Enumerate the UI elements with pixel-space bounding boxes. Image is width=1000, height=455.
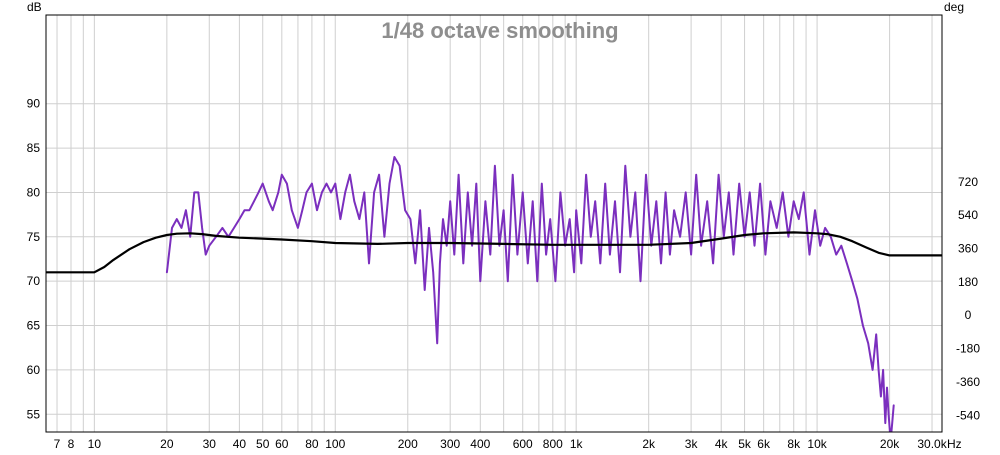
y-right-tick-label: -540	[956, 408, 980, 422]
x-axis-ticks: 7 8 10 20 30 40 50 60 80 100 200 300 400 600 800 1k 2k 3k…	[54, 437, 948, 451]
x-tick-label: 60	[275, 437, 289, 451]
y-left-tick-label: 70	[27, 274, 41, 288]
y-right-tick-label: 540	[958, 208, 978, 222]
x-tick-label: 4k	[715, 437, 729, 451]
y-right-tick-label: 360	[958, 242, 978, 256]
x-tick-label: 30.0k	[917, 437, 947, 451]
y-left-tick-label: 75	[27, 230, 41, 244]
y-left-tick-label: 60	[27, 363, 41, 377]
plot-frame	[45, 14, 943, 433]
y-axis-left-ticks: 55 60 65 70 75 80 85 90	[27, 97, 41, 422]
x-tick-label: 800	[543, 437, 563, 451]
major-grid	[46, 103, 942, 415]
x-tick-label: 600	[513, 437, 533, 451]
x-tick-label: 20	[160, 437, 174, 451]
x-tick-label: 7	[54, 437, 61, 451]
y-axis-left-label: dB	[27, 0, 42, 14]
x-tick-label: 10	[88, 437, 102, 451]
y-right-tick-label: 0	[965, 308, 972, 322]
x-tick-label: 300	[440, 437, 460, 451]
x-tick-label: 100	[325, 437, 345, 451]
x-tick-label: 50	[256, 437, 270, 451]
y-axis-right-ticks: -540 -360 -180 0 180 360 540 720	[956, 175, 980, 423]
x-tick-label: 40	[233, 437, 247, 451]
series-line-black	[46, 231, 942, 274]
x-tick-label: 10k	[807, 437, 827, 451]
x-tick-label: 3k	[685, 437, 699, 451]
chart-title: 1/48 octave smoothing	[381, 18, 618, 43]
y-left-tick-label: 55	[27, 407, 41, 421]
y-axis-right-label: deg	[944, 0, 964, 14]
series-line-purple	[165, 156, 895, 432]
x-tick-label: 200	[398, 437, 418, 451]
x-tick-label: 80	[305, 437, 319, 451]
x-axis-unit: Hz	[947, 437, 962, 451]
x-tick-label: 1k	[570, 437, 584, 451]
x-tick-label: 5k	[738, 437, 752, 451]
x-tick-label: 2k	[642, 437, 656, 451]
y-right-tick-label: -360	[956, 375, 980, 389]
y-left-tick-label: 80	[27, 185, 41, 199]
y-left-tick-label: 85	[27, 141, 41, 155]
x-tick-label: 6k	[757, 437, 771, 451]
minor-grid	[56, 15, 933, 432]
x-tick-label: 8	[68, 437, 75, 451]
x-tick-label: 8k	[787, 437, 801, 451]
y-right-tick-label: -180	[956, 342, 980, 356]
x-tick-label: 400	[470, 437, 490, 451]
x-tick-label: 30	[203, 437, 217, 451]
x-tick-label: 20k	[880, 437, 900, 451]
series-layer	[46, 156, 942, 432]
y-right-tick-label: 720	[958, 175, 978, 189]
y-left-tick-label: 90	[27, 97, 41, 111]
y-left-tick-label: 65	[27, 319, 41, 333]
y-right-tick-label: 180	[958, 275, 978, 289]
